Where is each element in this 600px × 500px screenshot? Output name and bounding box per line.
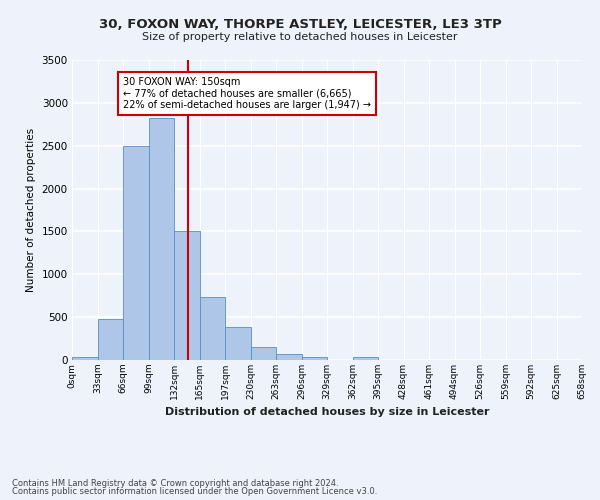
Bar [276, 354, 302, 360]
Text: 30 FOXON WAY: 150sqm
← 77% of detached houses are smaller (6,665)
22% of semi-de: 30 FOXON WAY: 150sqm ← 77% of detached h… [123, 77, 371, 110]
Bar [97, 319, 123, 360]
Bar [251, 347, 276, 360]
Bar [174, 232, 199, 360]
Bar [199, 298, 225, 360]
Bar [353, 356, 378, 360]
Text: Size of property relative to detached houses in Leicester: Size of property relative to detached ho… [142, 32, 458, 42]
Y-axis label: Number of detached properties: Number of detached properties [26, 128, 36, 292]
Bar [123, 146, 149, 360]
Text: Contains public sector information licensed under the Open Government Licence v3: Contains public sector information licen… [12, 487, 377, 496]
Bar [72, 358, 97, 360]
Text: 30, FOXON WAY, THORPE ASTLEY, LEICESTER, LE3 3TP: 30, FOXON WAY, THORPE ASTLEY, LEICESTER,… [98, 18, 502, 30]
Bar [149, 118, 174, 360]
Text: Contains HM Land Registry data © Crown copyright and database right 2024.: Contains HM Land Registry data © Crown c… [12, 478, 338, 488]
Bar [302, 356, 327, 360]
X-axis label: Distribution of detached houses by size in Leicester: Distribution of detached houses by size … [165, 408, 489, 418]
Bar [225, 326, 251, 360]
